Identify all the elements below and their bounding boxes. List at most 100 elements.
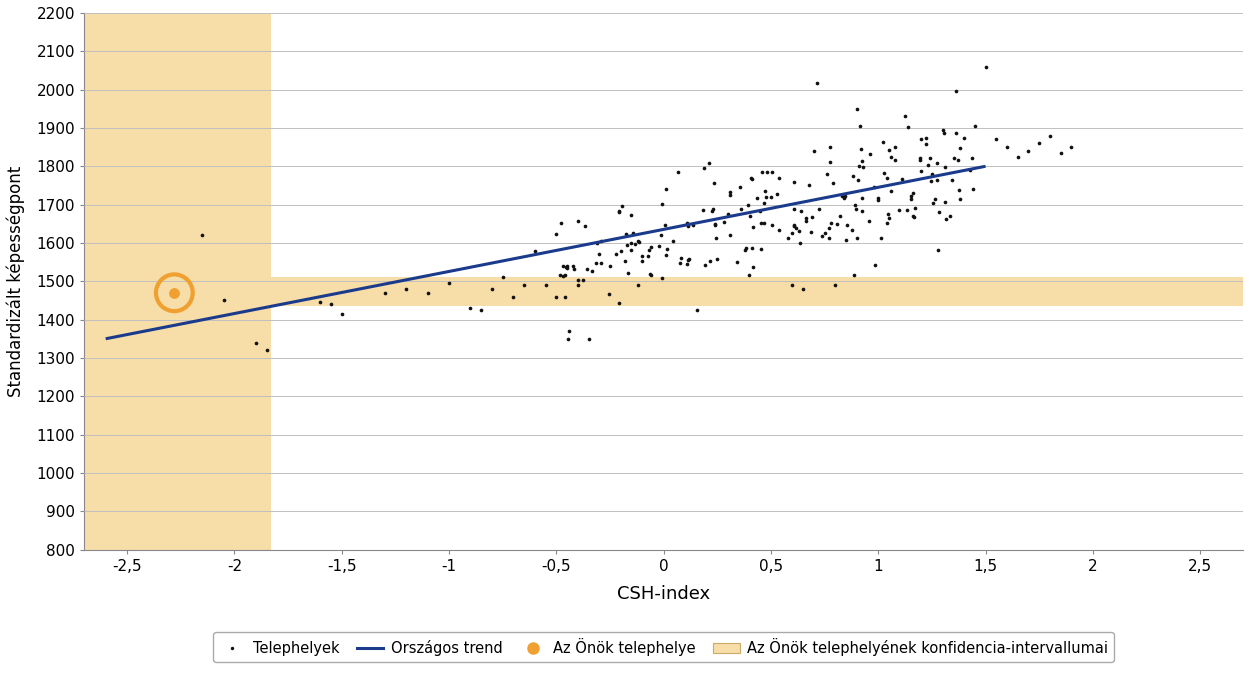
Point [975, 61, 995, 72]
Point [766, 189, 786, 200]
Point [731, 204, 751, 215]
Point [762, 219, 782, 230]
Point [849, 160, 869, 171]
Point [916, 139, 936, 150]
Point [640, 269, 660, 280]
Point [678, 258, 698, 269]
Point [735, 245, 755, 256]
Point [804, 145, 824, 156]
Point [962, 153, 982, 164]
Point [492, 272, 512, 283]
Point [879, 213, 899, 224]
Point [738, 200, 758, 211]
Point [950, 193, 970, 204]
Point [568, 280, 588, 291]
Point [881, 152, 901, 163]
Point [719, 209, 739, 220]
Point [649, 240, 669, 251]
Y-axis label: Standardizált képességpont: Standardizált képességpont [8, 166, 25, 397]
Point [751, 218, 771, 229]
Point [902, 188, 922, 199]
Point [922, 198, 942, 209]
Point [929, 207, 949, 218]
Point [664, 236, 684, 247]
Point [864, 181, 884, 192]
Point [742, 243, 762, 254]
Point [920, 153, 940, 164]
Point [916, 133, 936, 144]
Point [621, 210, 641, 221]
Point [872, 137, 892, 148]
Point [865, 260, 885, 271]
Point [694, 205, 714, 216]
Point [525, 245, 545, 256]
Point [621, 238, 641, 249]
Point [321, 299, 341, 310]
Point [638, 251, 658, 262]
Point [701, 205, 721, 216]
Point [889, 205, 909, 216]
Point [670, 257, 690, 268]
Point [911, 134, 931, 145]
Point [418, 287, 437, 298]
Point [668, 166, 688, 177]
Point [706, 233, 726, 244]
Point [550, 270, 570, 281]
Point [870, 233, 890, 244]
Point [781, 227, 801, 238]
Point [682, 219, 702, 230]
Point [960, 164, 980, 175]
Point [591, 257, 611, 268]
Point [901, 191, 921, 202]
Point [514, 280, 534, 291]
Point [751, 243, 771, 254]
Point [656, 249, 676, 260]
Point [679, 254, 699, 264]
Point [796, 216, 816, 227]
Point [705, 218, 725, 229]
Point [471, 304, 491, 315]
Point [591, 236, 611, 247]
Point [742, 173, 762, 184]
Point [904, 210, 924, 221]
Point [586, 257, 606, 268]
Point [934, 127, 954, 138]
Point [986, 134, 1006, 145]
Point [630, 236, 650, 247]
Point [1040, 130, 1060, 141]
Point [705, 219, 725, 230]
Point [835, 190, 855, 201]
Point [898, 205, 918, 216]
Point [769, 173, 789, 184]
Point [396, 284, 416, 295]
Point [609, 297, 629, 308]
X-axis label: CSH-index: CSH-index [618, 585, 710, 602]
Point [755, 185, 775, 196]
Point [935, 196, 955, 207]
Point [556, 261, 576, 272]
Point [736, 243, 756, 254]
Point [850, 120, 870, 131]
Point [628, 236, 648, 247]
Point [876, 173, 896, 184]
Point [762, 167, 782, 178]
Bar [84, 278, 1242, 306]
Point [558, 333, 578, 344]
Point [678, 217, 698, 228]
Point [756, 192, 776, 203]
Point [576, 263, 596, 274]
Point [779, 233, 799, 244]
Point [846, 103, 866, 114]
Point [846, 232, 866, 243]
Point [750, 205, 770, 216]
Point [214, 295, 234, 306]
Point [910, 153, 930, 164]
Point [1051, 148, 1071, 159]
Point [615, 256, 635, 267]
Point [904, 212, 924, 223]
Point [728, 257, 748, 268]
Point [611, 245, 631, 256]
Point [589, 249, 609, 260]
Point [935, 161, 955, 172]
Point [569, 275, 589, 286]
